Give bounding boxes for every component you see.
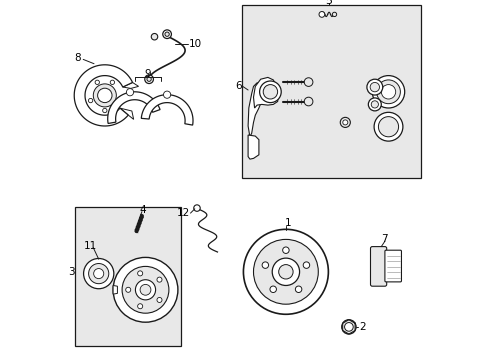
Circle shape: [367, 98, 381, 111]
Circle shape: [95, 80, 99, 85]
Circle shape: [110, 80, 114, 85]
Text: 8: 8: [74, 53, 81, 63]
Circle shape: [253, 239, 318, 304]
FancyBboxPatch shape: [384, 250, 401, 282]
Circle shape: [146, 77, 151, 81]
Polygon shape: [247, 83, 262, 137]
Bar: [241, 5, 420, 178]
Circle shape: [304, 97, 312, 106]
Circle shape: [303, 262, 309, 268]
Circle shape: [340, 117, 349, 127]
Circle shape: [126, 89, 133, 96]
Circle shape: [263, 85, 277, 99]
Text: 2: 2: [358, 322, 365, 332]
Circle shape: [144, 75, 153, 84]
Circle shape: [366, 79, 382, 95]
Circle shape: [88, 98, 93, 103]
Circle shape: [163, 91, 170, 98]
Text: 4: 4: [140, 204, 146, 215]
Circle shape: [278, 265, 292, 279]
Text: 1: 1: [284, 218, 290, 228]
Circle shape: [140, 284, 151, 295]
Text: 6: 6: [235, 81, 242, 91]
Circle shape: [295, 286, 301, 293]
Text: 12: 12: [176, 208, 189, 218]
Circle shape: [341, 320, 355, 334]
Circle shape: [342, 120, 347, 125]
Circle shape: [98, 88, 112, 103]
Circle shape: [376, 80, 400, 104]
Circle shape: [272, 258, 299, 285]
Polygon shape: [113, 285, 117, 294]
Circle shape: [243, 229, 328, 314]
Circle shape: [93, 84, 116, 107]
Circle shape: [137, 271, 142, 276]
FancyBboxPatch shape: [370, 247, 386, 286]
Circle shape: [102, 108, 107, 113]
Circle shape: [259, 81, 281, 103]
Text: 5: 5: [325, 0, 332, 6]
Polygon shape: [120, 108, 133, 120]
Circle shape: [193, 205, 200, 211]
Circle shape: [304, 78, 312, 86]
Circle shape: [113, 257, 178, 322]
Polygon shape: [107, 92, 160, 123]
Circle shape: [369, 82, 379, 92]
Text: 10: 10: [188, 39, 202, 49]
Circle shape: [137, 304, 142, 309]
Circle shape: [157, 277, 162, 282]
Circle shape: [157, 297, 162, 302]
Text: 11: 11: [83, 240, 97, 251]
Circle shape: [164, 32, 169, 36]
Circle shape: [151, 33, 158, 40]
Circle shape: [318, 12, 324, 17]
Circle shape: [373, 112, 402, 141]
Circle shape: [378, 117, 398, 137]
Polygon shape: [122, 82, 138, 89]
Circle shape: [269, 286, 276, 293]
Circle shape: [344, 323, 352, 331]
Circle shape: [262, 262, 268, 268]
Circle shape: [371, 76, 404, 108]
Text: 7: 7: [381, 234, 387, 244]
Circle shape: [370, 101, 378, 108]
Circle shape: [163, 30, 171, 39]
Text: 3: 3: [68, 267, 75, 277]
Polygon shape: [253, 77, 278, 108]
Circle shape: [332, 12, 336, 17]
Polygon shape: [141, 95, 193, 125]
Circle shape: [125, 287, 130, 292]
Circle shape: [122, 266, 168, 313]
Circle shape: [282, 247, 288, 253]
Text: 9: 9: [144, 69, 151, 79]
Bar: [75, 207, 181, 346]
Circle shape: [135, 280, 155, 300]
Polygon shape: [74, 65, 132, 126]
Circle shape: [381, 85, 395, 99]
Polygon shape: [247, 135, 258, 159]
Circle shape: [83, 258, 114, 289]
Circle shape: [94, 269, 103, 279]
Circle shape: [88, 264, 108, 284]
